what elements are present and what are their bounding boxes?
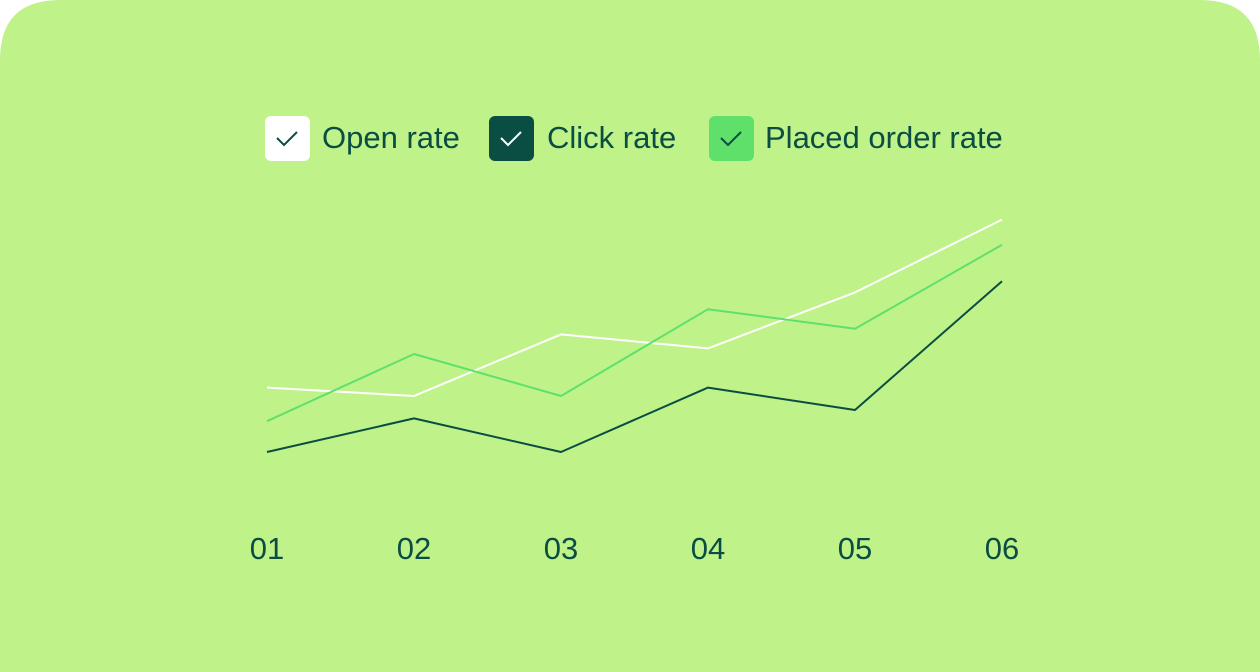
x-tick-label: 03 <box>544 531 578 566</box>
x-tick-label: 01 <box>250 531 284 566</box>
legend-swatch[interactable] <box>489 116 534 161</box>
legend: Open rate Click rate Placed order rate <box>265 116 1003 161</box>
legend-label[interactable]: Click rate <box>547 120 676 155</box>
check-mark <box>720 131 742 147</box>
x-tick-label: 06 <box>985 531 1019 566</box>
x-tick-label: 02 <box>397 531 431 566</box>
series-line <box>266 218 1003 397</box>
legend-swatch[interactable] <box>709 116 754 161</box>
x-tick-label: 04 <box>691 531 725 566</box>
series-line <box>266 280 1003 453</box>
check-mark <box>500 131 522 147</box>
series-line <box>266 243 1003 423</box>
check-mark <box>276 131 298 147</box>
legend-label[interactable]: Open rate <box>322 120 460 155</box>
x-tick-label: 05 <box>838 531 872 566</box>
legend-label[interactable]: Placed order rate <box>765 120 1003 155</box>
legend-swatch[interactable] <box>265 116 310 161</box>
